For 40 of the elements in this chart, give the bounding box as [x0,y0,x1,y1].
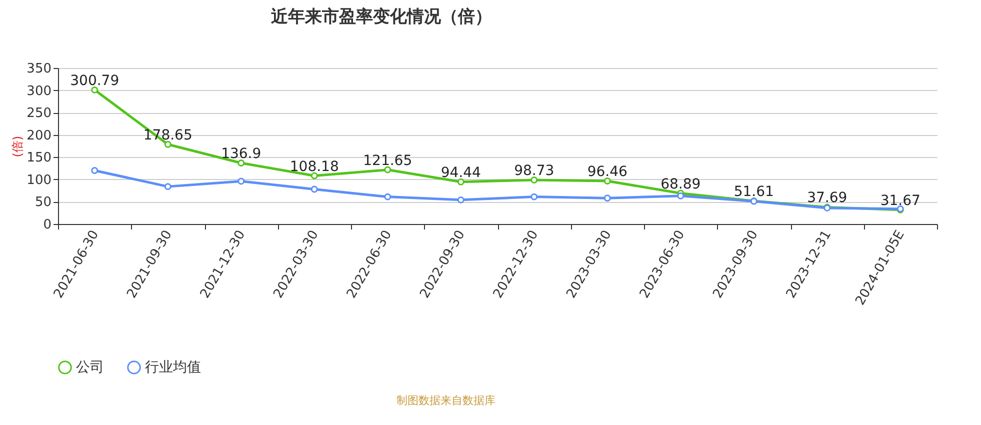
y-tick-label: 0 [43,218,52,232]
point [677,192,684,200]
point [530,193,538,200]
point [530,176,538,184]
point [91,167,98,174]
point [384,166,392,174]
point [164,183,172,190]
data-label: 98.73 [514,162,554,179]
data-label: 136.9 [221,146,262,162]
point [604,194,611,202]
data-label: 68.89 [660,176,701,192]
data-label: 51.61 [734,184,774,200]
data-label: 108.18 [290,158,339,175]
legend-label: 行业均值 [145,359,201,376]
y-tick-label: 250 [26,106,52,122]
data-label: 31.67 [880,192,920,209]
point [238,178,245,185]
data-label: 96.46 [587,164,628,180]
point [310,172,318,180]
point [604,178,611,184]
point [91,86,98,94]
y-tick-label: 150 [26,150,52,166]
y-tick-label: 200 [26,128,52,144]
point [384,193,392,200]
point [457,196,464,204]
y-tick-label: 300 [26,84,52,99]
chart-title: 近年来市盈率变化情况（倍） [270,7,492,27]
point [457,178,464,186]
point [310,186,318,193]
text: 制图数据来自数据库 [396,394,496,407]
y-tick-label: 100 [26,172,52,188]
data-label: 121.65 [363,152,412,169]
point [238,160,245,166]
y-tick-label: 50 [34,195,52,210]
data-label: 37.69 [807,190,848,206]
data-label: 300.79 [70,72,120,89]
data-label: 94.44 [440,164,481,181]
legend-label: 公司 [76,359,104,376]
y-axis-title: (倍) [10,136,25,158]
y-tick-label: 350 [26,62,52,76]
